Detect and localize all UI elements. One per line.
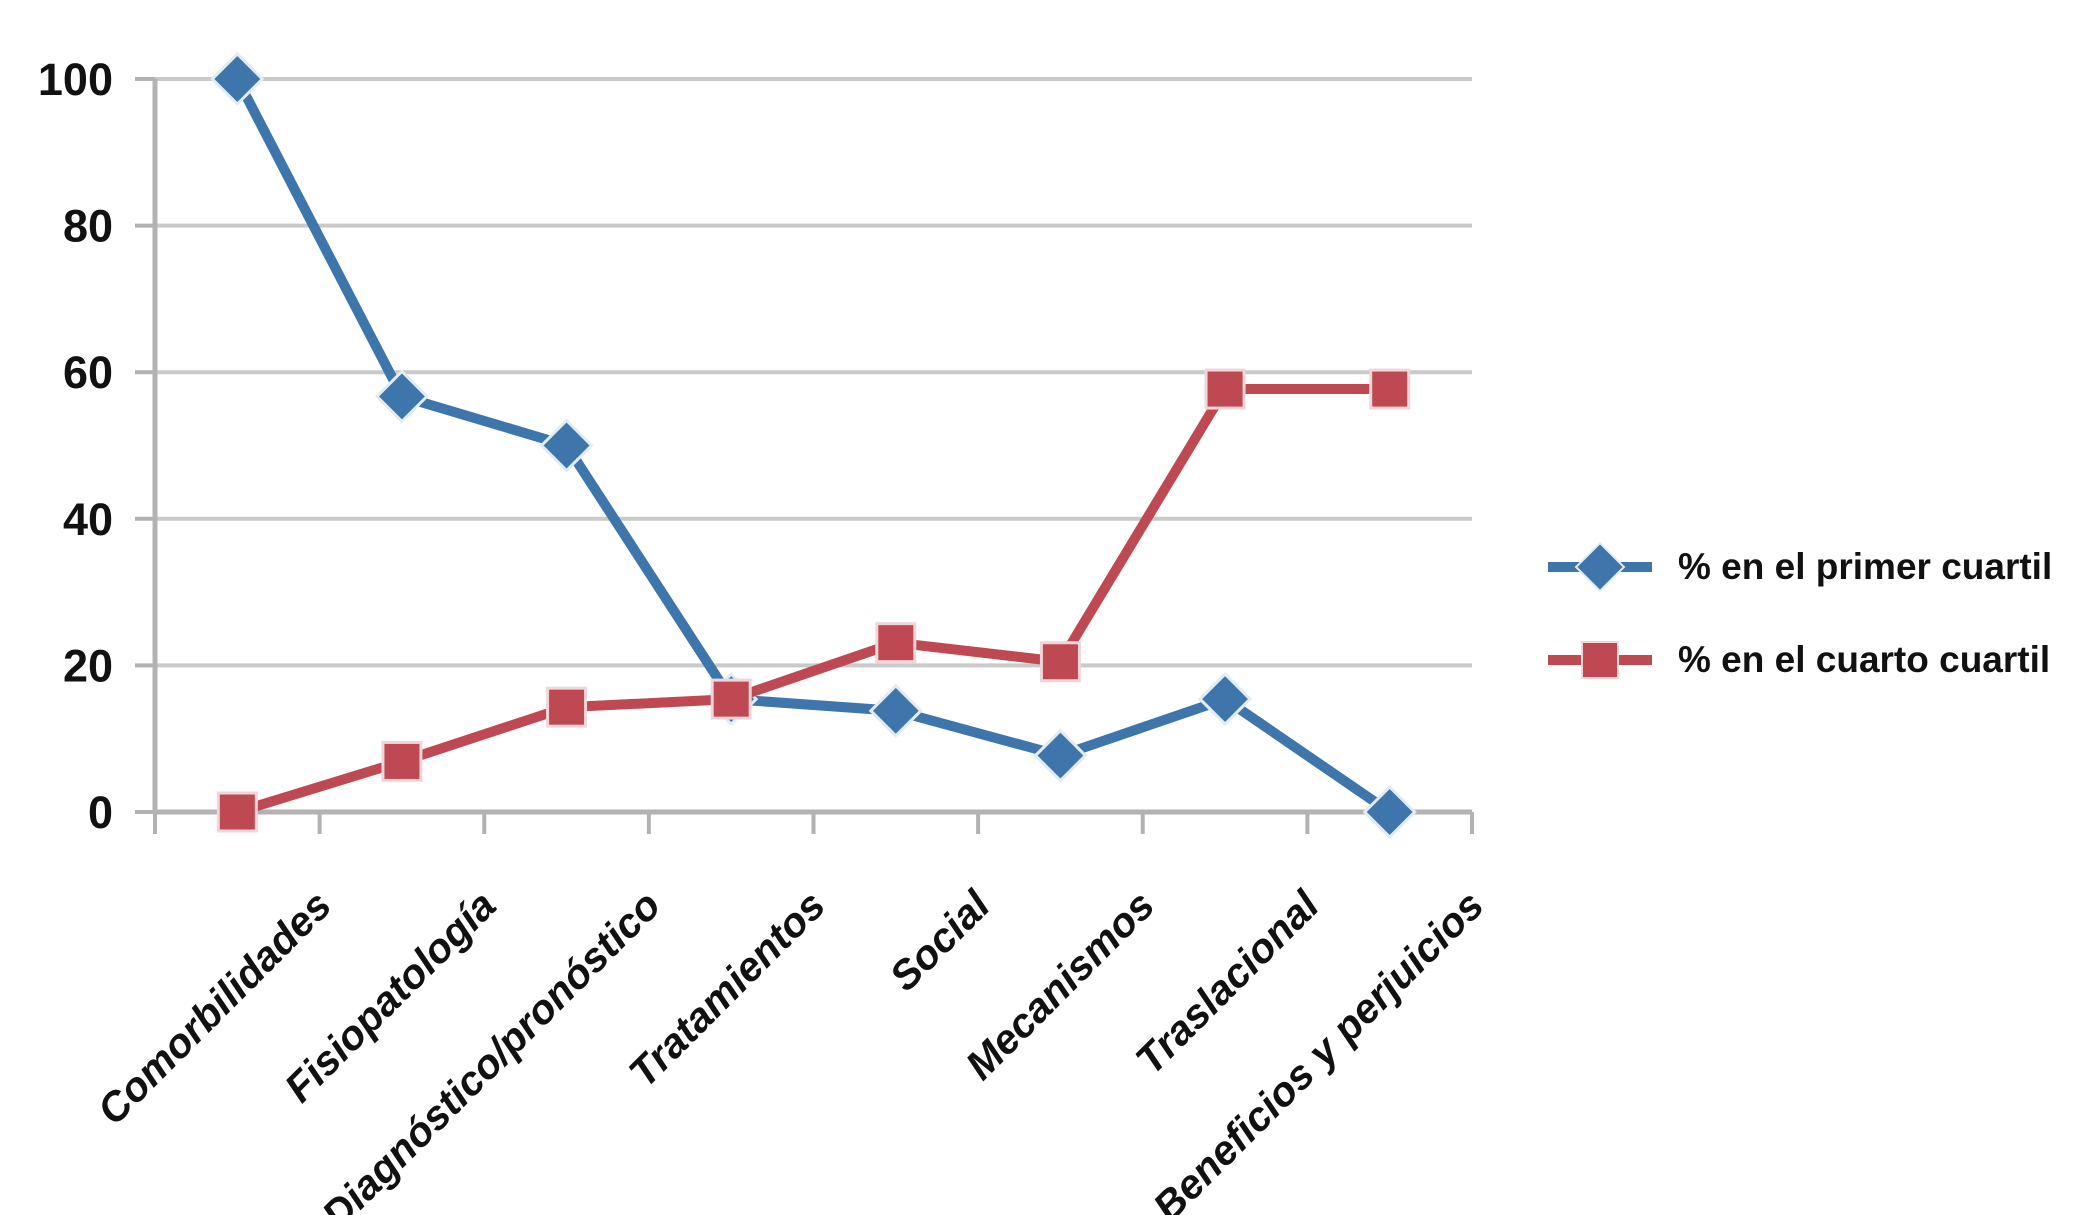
data-point-square-cuarto-cuartil bbox=[710, 678, 752, 720]
data-point-diamond-primer-cuartil bbox=[539, 418, 594, 473]
legend-marker-shape bbox=[1581, 640, 1619, 679]
data-point-diamond-primer-cuartil bbox=[1362, 784, 1417, 840]
data-point-diamond-primer-cuartil bbox=[1033, 728, 1088, 783]
data-point-square-cuarto-cuartil bbox=[875, 622, 917, 664]
data-point-square-cuarto-cuartil bbox=[1039, 641, 1081, 683]
primer-cuartil-diamond-icon bbox=[1548, 541, 1652, 592]
legend-label-primer-cuartil: % en el primer cuartil bbox=[1678, 545, 2053, 587]
y-axis-tick-label: 60 bbox=[63, 347, 113, 398]
data-point-square-cuarto-cuartil bbox=[1369, 368, 1411, 410]
cuarto-cuartil-square-icon bbox=[1548, 640, 1652, 679]
legend-marker-shape bbox=[1574, 541, 1626, 592]
legend-label-cuarto-cuartil: % en el cuarto cuartil bbox=[1678, 638, 2051, 680]
data-point-square-cuarto-cuartil bbox=[1204, 368, 1246, 410]
data-point-square-cuarto-cuartil bbox=[216, 791, 258, 833]
legend-item-primer-cuartil: % en el primer cuartil bbox=[1548, 520, 2052, 613]
y-axis-tick-label: 20 bbox=[63, 640, 113, 691]
y-axis-tick-label: 80 bbox=[63, 201, 113, 252]
series-line-primer-cuartil bbox=[232, 76, 1393, 817]
legend: % en el primer cuartil % en el cuarto cu… bbox=[1548, 520, 2052, 706]
data-point-diamond-primer-cuartil bbox=[210, 51, 265, 107]
x-axis-category-label: Beneficios y perjuicios bbox=[1144, 882, 1492, 1215]
y-axis-tick-label: 40 bbox=[63, 494, 113, 545]
legend-item-cuarto-cuartil: % en el cuarto cuartil bbox=[1548, 613, 2052, 706]
data-point-diamond-primer-cuartil bbox=[374, 369, 430, 424]
series-line-cuarto-cuartil bbox=[235, 384, 1390, 817]
data-point-diamond-primer-cuartil bbox=[868, 683, 923, 738]
data-point-diamond-primer-cuartil bbox=[1197, 671, 1253, 727]
x-axis-category-label: Social bbox=[881, 881, 1000, 1000]
data-point-square-cuarto-cuartil bbox=[546, 686, 588, 728]
y-axis-tick-label: 0 bbox=[88, 787, 113, 838]
y-axis-tick-label: 100 bbox=[38, 54, 113, 105]
data-point-square-cuarto-cuartil bbox=[381, 740, 423, 782]
